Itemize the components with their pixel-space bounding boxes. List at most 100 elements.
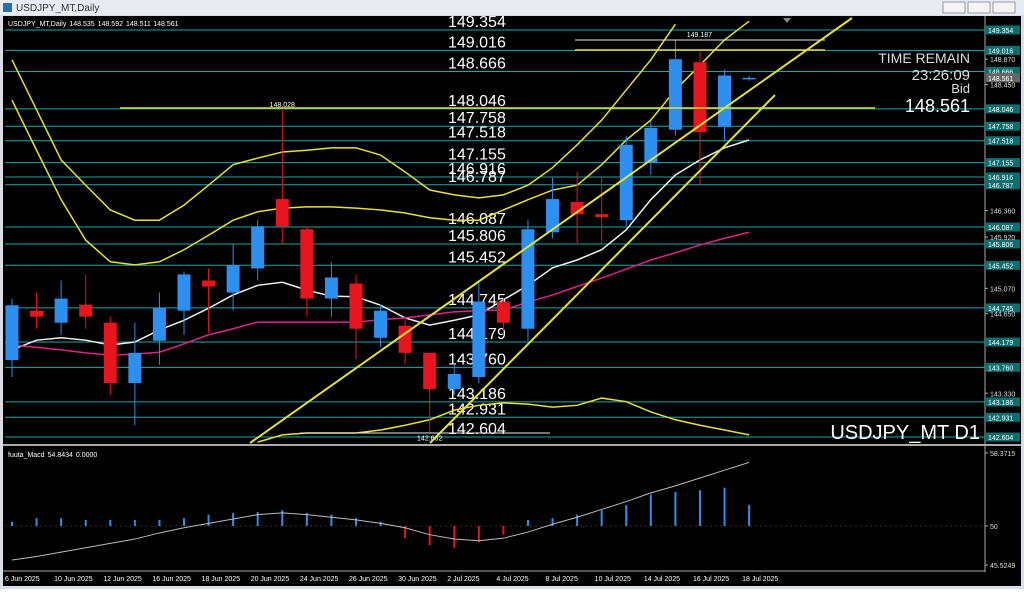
y-tick-label: 145.070 — [990, 286, 1015, 293]
window-title: USDJPY_MT,Daily — [16, 3, 99, 14]
signal-line — [11, 461, 750, 561]
candle-body — [546, 199, 560, 233]
drawings — [120, 17, 875, 444]
level-label: 142.604 — [448, 421, 506, 438]
bid-label: Bid — [951, 81, 970, 96]
level-axis-box — [986, 66, 1020, 76]
candle-body — [644, 127, 658, 163]
level-axis-label: 143.760 — [988, 365, 1013, 372]
level-axis-box — [986, 362, 1020, 372]
candle-body — [668, 59, 682, 130]
level-label: 146.787 — [448, 169, 506, 186]
level-label: 147.518 — [448, 125, 506, 142]
header-value: 148.592 — [98, 21, 123, 28]
candle-body — [398, 325, 412, 353]
level-axis-box — [986, 158, 1020, 168]
x-tick-label: 4 Jul 2025 — [496, 576, 528, 583]
candle-body — [374, 310, 388, 338]
level-axis-label: 142.931 — [988, 415, 1013, 422]
x-tick-label: 14 Jul 2025 — [644, 576, 680, 583]
candle-body — [693, 62, 707, 133]
indicator-line — [11, 23, 677, 221]
level-axis-box — [986, 412, 1020, 422]
macd-panel: 45.5249 50 58.3715 fuuta_Macd 54.8434 0.0000 — [5, 451, 1015, 570]
level-axis-box — [986, 303, 1020, 313]
level-axis-label: 146.787 — [988, 183, 1013, 190]
x-tick-label: 26 Jun 2025 — [349, 576, 388, 583]
title-bar — [0, 0, 1024, 15]
level-label: 145.806 — [448, 228, 506, 245]
level-axis-label: 146.087 — [988, 225, 1013, 232]
level-axis-box — [986, 260, 1020, 270]
shift-marker — [783, 18, 791, 23]
x-tick-label: 16 Jul 2025 — [693, 576, 729, 583]
level-label: 148.046 — [448, 93, 506, 110]
symbol-label: USDJPY_MT D1 — [830, 422, 980, 444]
x-tick-label: 6 Jun 2025 — [5, 576, 40, 583]
candle-body — [226, 265, 240, 293]
x-tick-label: 24 Jun 2025 — [300, 576, 339, 583]
window-icon — [3, 3, 12, 12]
candle-body — [79, 304, 93, 317]
header-value: 148.535 — [69, 21, 94, 28]
level-axis-box — [986, 239, 1020, 249]
level-axis-label: 149.354 — [988, 28, 1013, 35]
y-tick-label: 50 — [990, 524, 998, 531]
level-label: 146.916 — [448, 161, 506, 178]
candle-body — [324, 277, 338, 299]
time-remain: 23:26:09 — [912, 67, 970, 84]
candle-body — [472, 301, 486, 377]
y-tick-label: 146.360 — [990, 209, 1015, 216]
level-axis-box — [986, 432, 1020, 442]
candle-body — [103, 322, 117, 384]
x-tick-label: 18 Jun 2025 — [202, 576, 241, 583]
level-label: 142.931 — [448, 401, 506, 418]
candle-body — [177, 274, 191, 311]
candle-body — [275, 199, 289, 227]
x-tick-label: 18 Jul 2025 — [742, 576, 778, 583]
macd-title: fuuta_Macd — [8, 452, 45, 459]
level-axis-label: 147.518 — [988, 139, 1013, 146]
high-annotation: 149.187 — [687, 32, 712, 39]
macd-readout: 54.8434 — [48, 452, 73, 459]
trend-line — [249, 17, 853, 444]
candle-body — [521, 229, 535, 329]
minimize-button[interactable] — [942, 1, 966, 14]
level-axis-label: 147.758 — [988, 124, 1013, 131]
x-tick-label: 16 Jun 2025 — [152, 576, 191, 583]
candle-body — [349, 283, 363, 329]
y-tick-label: 58.3715 — [990, 451, 1015, 458]
candle-body — [742, 77, 756, 80]
chart-background — [3, 16, 1021, 586]
candle-body — [619, 144, 633, 221]
maximize-button[interactable] — [967, 1, 991, 14]
level-label: 147.155 — [448, 147, 506, 164]
level-axis-box — [986, 172, 1020, 182]
level-axis-box — [986, 45, 1020, 55]
x-tick-label: 30 Jun 2025 — [398, 576, 437, 583]
time-remain-label: TIME REMAIN — [878, 50, 970, 66]
level-axis-label: 145.452 — [988, 263, 1013, 270]
level-label: 149.354 — [448, 14, 506, 31]
candle-body — [152, 307, 166, 341]
high-annotation: 148.028 — [270, 102, 295, 109]
level-label: 144.745 — [448, 292, 506, 309]
x-tick-label: 2 Jul 2025 — [447, 576, 479, 583]
level-axis-label: 148.666 — [988, 69, 1013, 76]
y-tick-label: 148.870 — [990, 57, 1015, 64]
level-label: 148.666 — [448, 55, 506, 72]
level-axis-box — [986, 397, 1020, 407]
candle-body — [447, 373, 461, 390]
candle-body — [300, 229, 314, 299]
level-axis-box — [986, 136, 1020, 146]
x-tick-label: 10 Jun 2025 — [54, 576, 93, 583]
bid-axis-box — [986, 73, 1020, 83]
candle-body — [202, 280, 216, 287]
y-tick-label: 144.650 — [990, 312, 1015, 319]
close-button[interactable] — [992, 1, 1016, 14]
header-value: 148.561 — [153, 21, 178, 28]
x-tick-label: 8 Jul 2025 — [546, 576, 578, 583]
candle-body — [595, 214, 609, 218]
level-label: 145.452 — [448, 249, 506, 266]
macd-header: fuuta_Macd 54.8434 0.0000 — [8, 452, 97, 459]
